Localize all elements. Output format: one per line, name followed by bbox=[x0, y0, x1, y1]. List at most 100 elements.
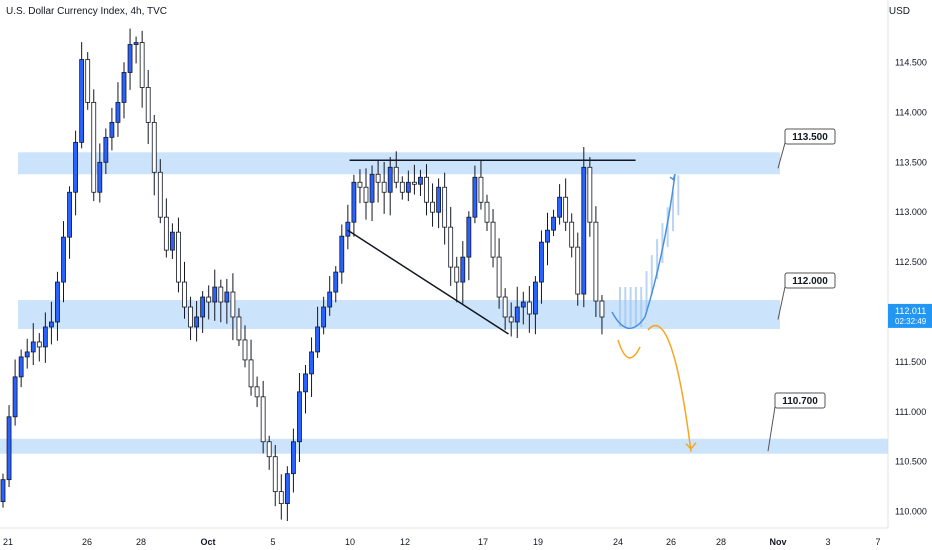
zone-label-box bbox=[784, 272, 836, 289]
candle-body bbox=[194, 316, 200, 328]
candle-body bbox=[297, 391, 302, 443]
candle-body bbox=[303, 373, 308, 393]
candle-body bbox=[260, 396, 266, 443]
candle-body bbox=[200, 296, 206, 318]
candle-body bbox=[442, 186, 448, 228]
candle-body bbox=[345, 221, 351, 237]
candle-body bbox=[242, 339, 248, 361]
candle-body bbox=[309, 351, 314, 375]
descending-trendline bbox=[347, 229, 509, 335]
candle-body bbox=[526, 301, 532, 315]
time-tick-label: Nov bbox=[769, 537, 786, 547]
candle-body bbox=[436, 186, 442, 213]
candle-body bbox=[272, 456, 278, 493]
time-tick-label: Oct bbox=[200, 537, 215, 547]
candle-body bbox=[490, 221, 496, 258]
candle-body bbox=[36, 341, 42, 348]
chart-title: U.S. Dollar Currency Index, 4h, TVC bbox=[6, 6, 167, 17]
candle-body bbox=[484, 201, 490, 223]
candle-body bbox=[327, 291, 333, 308]
candle-body bbox=[12, 376, 18, 418]
price-tick-label: 111.000 bbox=[895, 407, 926, 417]
candle-body bbox=[103, 136, 109, 163]
candle-body bbox=[472, 176, 478, 218]
time-tick-label: 5 bbox=[270, 537, 275, 547]
time-tick-label: 24 bbox=[613, 537, 623, 547]
candle-body bbox=[315, 326, 321, 353]
candle-body bbox=[569, 221, 575, 248]
bullish-arrowhead bbox=[669, 174, 676, 181]
candle-body bbox=[182, 281, 187, 308]
zone-price-label: 110.700 bbox=[782, 396, 818, 407]
candle-body bbox=[321, 306, 327, 328]
candle-body bbox=[520, 301, 526, 308]
price-tick-label: 113.500 bbox=[895, 157, 927, 167]
bullish-scenario-path bbox=[611, 174, 676, 329]
candle-body bbox=[0, 479, 6, 503]
candle-body bbox=[121, 72, 127, 103]
candle-body bbox=[593, 221, 599, 302]
candle-body bbox=[454, 266, 460, 283]
candle-body bbox=[339, 235, 345, 273]
candle-body bbox=[357, 181, 363, 188]
price-tick-label: 113.000 bbox=[895, 207, 927, 217]
candle-body bbox=[478, 176, 484, 203]
time-tick-label: 3 bbox=[825, 537, 830, 547]
candle-body bbox=[405, 181, 411, 193]
candle-body bbox=[115, 102, 121, 123]
price-tick-label: 114.500 bbox=[895, 58, 927, 68]
candle-body bbox=[581, 166, 587, 295]
candle-body bbox=[424, 176, 429, 203]
candle-body bbox=[290, 441, 296, 475]
currency-label: USD bbox=[888, 6, 910, 17]
candle-body bbox=[224, 291, 230, 303]
bar-countdown: 02:32:49 bbox=[895, 317, 927, 326]
candle-body bbox=[157, 171, 163, 218]
current-price-marker bbox=[888, 303, 932, 328]
time-tick-label: 21 bbox=[3, 537, 13, 547]
candle-body bbox=[399, 181, 405, 193]
candle-body bbox=[73, 141, 78, 193]
candle-body bbox=[496, 256, 502, 298]
candle-body bbox=[145, 87, 151, 123]
candle-body bbox=[212, 286, 218, 303]
candle-body bbox=[254, 386, 260, 398]
candle-body bbox=[109, 121, 115, 138]
candle-body bbox=[30, 341, 36, 353]
candle-body bbox=[67, 191, 72, 238]
time-tick-label: 26 bbox=[666, 537, 676, 547]
candle-body bbox=[169, 231, 175, 251]
current-price-value: 112.011 bbox=[895, 306, 926, 316]
candle-body bbox=[24, 351, 30, 358]
candle-body bbox=[545, 229, 550, 243]
candle-body bbox=[163, 216, 169, 251]
candle-body bbox=[188, 306, 193, 328]
time-tick-label: 7 bbox=[875, 537, 880, 547]
candle-body bbox=[18, 356, 24, 378]
zone-price-label: 112.000 bbox=[792, 276, 828, 287]
price-tick-label: 114.000 bbox=[895, 107, 927, 117]
candle-body bbox=[575, 246, 581, 295]
candle-body bbox=[351, 181, 357, 223]
candle-body bbox=[266, 441, 272, 458]
candle-body bbox=[127, 44, 133, 73]
bearish-scenario-path bbox=[617, 339, 641, 359]
zone-label-box bbox=[784, 128, 836, 145]
time-tick-label: 26 bbox=[82, 537, 92, 547]
price-tick-label: 110.500 bbox=[895, 457, 927, 467]
candle-body bbox=[539, 241, 544, 283]
candle-body bbox=[563, 196, 569, 223]
price-tick-label: 112.500 bbox=[895, 257, 927, 267]
candle-body bbox=[411, 181, 417, 185]
candle-body bbox=[278, 491, 284, 505]
candle-body bbox=[430, 201, 435, 213]
candle-body bbox=[49, 321, 54, 328]
candle-body bbox=[393, 166, 399, 183]
candle-body bbox=[230, 291, 236, 318]
price-tick-label: 111.500 bbox=[895, 357, 926, 367]
time-tick-label: 19 bbox=[533, 537, 543, 547]
candle-body bbox=[557, 196, 562, 218]
candle-body bbox=[369, 173, 375, 203]
candle-body bbox=[97, 161, 103, 193]
